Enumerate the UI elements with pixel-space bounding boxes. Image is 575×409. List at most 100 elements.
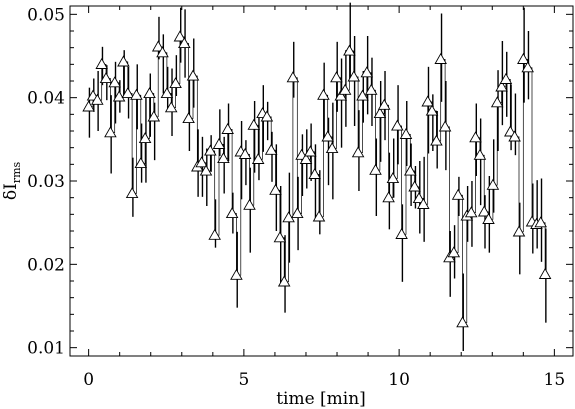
data-point-triangle [534, 216, 547, 228]
data-point-triangle [334, 89, 348, 101]
data-point-triangle [399, 127, 413, 139]
data-point-triangle [495, 80, 508, 92]
data-point-triangle [125, 187, 139, 199]
data-point-triangle [299, 152, 313, 164]
data-point-triangle [143, 87, 156, 99]
step-line [88, 36, 546, 324]
data-point-triangle [386, 172, 400, 184]
y-axis-title-main: δI [1, 183, 21, 200]
data-point-triangle [330, 71, 343, 83]
data-point-triangle [430, 134, 443, 146]
data-point-triangle [247, 118, 261, 130]
data-point-triangle [195, 156, 208, 168]
data-point-triangle [321, 130, 334, 142]
data-point-triangle [312, 210, 326, 222]
data-point-triangle [499, 72, 513, 84]
data-point-triangle [178, 37, 191, 49]
data-layer [82, 2, 552, 351]
data-point-triangle [117, 55, 130, 67]
data-point-triangle [347, 70, 361, 82]
data-point-triangle [408, 180, 421, 192]
y-tick-label: 0.03 [27, 172, 65, 192]
data-point-triangle [199, 164, 213, 176]
data-point-triangle [277, 275, 291, 287]
data-point-triangle [82, 100, 95, 112]
data-point-triangle [217, 152, 230, 164]
data-point-triangle [130, 88, 143, 100]
data-point-triangle [212, 137, 226, 149]
x-tick-label: 0 [83, 370, 94, 390]
data-point-triangle [325, 142, 339, 154]
data-point-triangle [338, 83, 352, 95]
data-point-triangle [91, 93, 104, 105]
x-axis-title: time [min] [276, 389, 366, 409]
data-point-triangle [286, 71, 300, 83]
data-point-triangle [421, 95, 434, 107]
data-point-triangle [99, 72, 113, 84]
data-point-triangle [395, 227, 408, 239]
data-point-triangle [356, 89, 369, 101]
data-point-triangle [391, 119, 404, 131]
data-point-triangle [425, 104, 439, 116]
data-point-triangle [351, 146, 365, 158]
y-tick-label: 0.04 [27, 89, 65, 109]
data-point-triangle [186, 69, 200, 81]
data-point-triangle [512, 225, 526, 237]
data-point-triangle [264, 143, 278, 155]
data-point-triangle [221, 122, 234, 134]
data-point-triangle [225, 207, 239, 219]
x-tick-label: 10 [388, 370, 410, 390]
data-point-triangle [456, 316, 469, 328]
data-point-triangle [417, 197, 430, 209]
data-point-triangle [477, 205, 491, 217]
data-point-triangle [182, 112, 195, 124]
data-point-triangle [304, 145, 317, 157]
data-point-triangle [108, 76, 121, 88]
data-point-triangle [156, 46, 169, 58]
data-point-triangle [490, 96, 504, 108]
axes: 0 5 10 15 0.01 0.02 0.03 0.04 0.05 [27, 5, 573, 390]
x-tick-label: 5 [238, 370, 249, 390]
data-point-triangle [482, 212, 495, 224]
data-point-triangle [151, 40, 165, 52]
data-point-triangle [138, 132, 152, 144]
data-point-triangle [243, 198, 256, 210]
data-point-triangle [517, 52, 530, 64]
data-point-triangle [238, 147, 252, 159]
data-point-triangle [508, 130, 521, 142]
data-point-triangle [343, 44, 356, 56]
data-point-triangle [404, 164, 417, 176]
y-axis-title-sub: rms [10, 162, 23, 184]
data-point-triangle [412, 192, 426, 204]
data-point-triangle [373, 107, 387, 119]
data-point-triangle [486, 178, 500, 190]
data-point-triangle [364, 83, 378, 95]
data-point-triangle [208, 228, 221, 240]
y-axis-title: δIrms [1, 162, 23, 201]
data-point-triangle [173, 30, 187, 42]
data-point-triangle [164, 101, 178, 113]
data-point-triangle [273, 231, 287, 243]
data-point-triangle [451, 188, 465, 200]
data-point-triangle [447, 246, 461, 258]
data-point-triangle [538, 267, 552, 279]
data-point-triangle [308, 167, 321, 179]
data-point-triangle [260, 110, 274, 122]
data-point-triangle [104, 126, 117, 138]
data-point-triangle [469, 131, 482, 143]
data-point-triangle [251, 152, 265, 164]
data-point-triangle [464, 206, 478, 218]
data-point-triangle [112, 90, 126, 102]
data-point-triangle [121, 87, 135, 99]
data-point-triangle [204, 144, 217, 156]
x-tick-label: 15 [544, 370, 566, 390]
data-point-triangle [317, 88, 330, 100]
data-point-triangle [434, 52, 447, 64]
data-point-triangle [369, 163, 382, 175]
y-tick-label: 0.01 [27, 339, 65, 359]
data-point-triangle [160, 87, 174, 99]
data-point-triangle [382, 191, 395, 203]
data-point-triangle [169, 77, 182, 89]
